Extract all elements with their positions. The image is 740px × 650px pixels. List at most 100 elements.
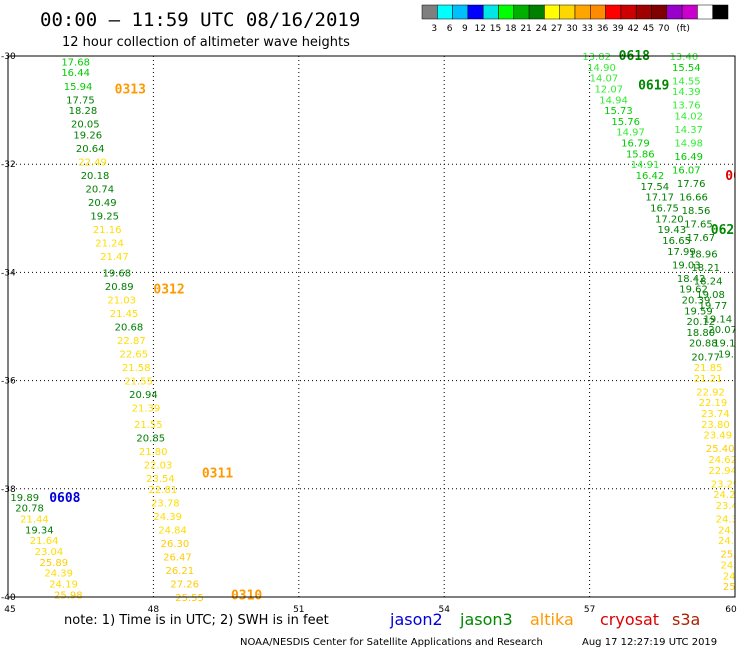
wave-height-value: 22.92 bbox=[696, 387, 725, 398]
wave-height-value: 19.08 bbox=[696, 290, 725, 301]
x-tick-label: 48 bbox=[148, 605, 160, 615]
colorbar-swatch bbox=[712, 4, 729, 20]
wave-height-value: 19.03 bbox=[672, 260, 701, 271]
wave-height-value: 26.47 bbox=[163, 552, 192, 563]
wave-height-value: 24.84 bbox=[158, 525, 187, 536]
pass-time-label: 0620 bbox=[711, 223, 740, 238]
colorbar-label: 70 bbox=[658, 24, 670, 34]
colorbar-label: 33 bbox=[582, 24, 593, 34]
wave-height-value: 15.76 bbox=[611, 117, 640, 128]
wave-height-value: 21.80 bbox=[139, 447, 168, 458]
wave-height-value: 24.31 bbox=[716, 515, 740, 526]
wave-height-value: 20.77 bbox=[691, 352, 720, 363]
wave-height-value: 22.65 bbox=[119, 350, 148, 361]
wave-height-value: 13.40 bbox=[670, 52, 699, 63]
satellite-legend: jason2 jason3 altika cryosat s3a bbox=[389, 610, 700, 629]
colorbar-swatch bbox=[590, 4, 606, 20]
wave-height-value: 21.58 bbox=[122, 363, 151, 374]
wave-height-value: 21.85 bbox=[694, 363, 723, 374]
wave-height-value: 25.98 bbox=[54, 590, 83, 601]
colorbar-swatch bbox=[498, 4, 515, 20]
colorbar-label: 30 bbox=[566, 24, 578, 34]
wave-height-value: 17.20 bbox=[655, 214, 684, 225]
wave-height-value: 21.64 bbox=[30, 536, 59, 547]
colorbar-label: (ft) bbox=[676, 24, 690, 34]
colorbar-label: 42 bbox=[627, 24, 638, 34]
wave-height-value: 22.81 bbox=[149, 485, 178, 496]
wave-height-value: 25.89 bbox=[40, 558, 69, 569]
wave-height-value: 19.51 bbox=[718, 350, 740, 361]
wave-height-value: 15.86 bbox=[626, 149, 655, 160]
wave-height-value: 17.65 bbox=[684, 220, 713, 231]
wave-height-value: 21.55 bbox=[124, 377, 153, 388]
wave-height-value: 12.07 bbox=[594, 84, 623, 95]
wave-height-value: 20.89 bbox=[105, 282, 134, 293]
wave-height-value: 20.12 bbox=[687, 317, 716, 328]
wave-height-value: 16.75 bbox=[650, 203, 679, 214]
wave-height-value: 27.26 bbox=[170, 579, 199, 590]
wave-height-value: 14.98 bbox=[674, 139, 703, 150]
wave-height-value: 25.55 bbox=[175, 593, 204, 604]
wave-height-value: 20.74 bbox=[86, 185, 115, 196]
wave-height-value: 22.49 bbox=[78, 157, 107, 168]
wave-height-value: 13.82 bbox=[582, 52, 611, 63]
colorbar-label: 3 bbox=[431, 24, 437, 34]
colorbar-label: 45 bbox=[643, 24, 654, 34]
wave-height-value: 18.28 bbox=[69, 106, 98, 117]
wave-height-value: 23.78 bbox=[151, 498, 180, 509]
colorbar-swatch bbox=[635, 4, 652, 20]
satellite-legend-jason2: jason2 bbox=[389, 610, 443, 629]
colorbar-swatch bbox=[421, 4, 438, 20]
colorbar-label: 24 bbox=[536, 24, 548, 34]
wave-height-value: 19.19 bbox=[713, 339, 740, 350]
colorbar-swatch bbox=[513, 4, 530, 20]
wave-height-value: 23.54 bbox=[146, 474, 175, 485]
colorbar-label: 21 bbox=[520, 24, 531, 34]
wave-height-value: 18.42 bbox=[677, 274, 706, 285]
wave-height-value: 14.97 bbox=[616, 128, 645, 139]
colorbar-swatch bbox=[666, 4, 683, 20]
x-tick-label: 51 bbox=[293, 605, 304, 615]
wave-height-value: 24.19 bbox=[49, 579, 78, 590]
wave-height-value: 20.64 bbox=[76, 144, 105, 155]
wave-height-value: 23.74 bbox=[701, 409, 730, 420]
wave-height-value: 17.67 bbox=[687, 233, 716, 244]
wave-height-value: 18.96 bbox=[689, 249, 718, 260]
wave-height-value: 23.49 bbox=[703, 431, 732, 442]
wave-height-value: 18.21 bbox=[691, 263, 720, 274]
wave-height-value: 23.04 bbox=[35, 547, 64, 558]
satellite-legend-altika: altika bbox=[530, 610, 574, 629]
footer-timestamp: Aug 17 12:27:19 UTC 2019 bbox=[582, 637, 717, 648]
wave-height-value: 23.80 bbox=[701, 420, 730, 431]
colorbar-swatch bbox=[482, 4, 499, 20]
wave-height-value: 21.16 bbox=[93, 225, 122, 236]
colorbar-swatch bbox=[574, 4, 591, 20]
wave-height-value: 17.54 bbox=[640, 182, 669, 193]
wave-height-value: 15.73 bbox=[604, 106, 633, 117]
wave-height-value: 20.05 bbox=[71, 120, 100, 131]
pass-time-labels: 0313 0312 0311 0310 0608 0618 0619 0620 00 bbox=[49, 50, 740, 601]
wave-height-value: 20.49 bbox=[88, 198, 117, 209]
colorbar: 3 6 9 12 15 18 21 24 27 30 33 36 39 42 45 70 (ft) bbox=[421, 4, 729, 34]
plot-frame bbox=[7, 55, 736, 598]
wave-height-value: 20.85 bbox=[136, 433, 165, 444]
wave-height-value: 21.44 bbox=[20, 515, 49, 526]
wave-height-value: 16.07 bbox=[672, 166, 701, 177]
colorbar-swatch bbox=[452, 4, 469, 20]
wave-height-value: 16.66 bbox=[679, 193, 708, 204]
x-tick-label: 57 bbox=[584, 605, 595, 615]
wave-height-value: 20.88 bbox=[689, 339, 718, 350]
chart-title: 00:00 – 11:59 UTC 08/16/2019 bbox=[40, 9, 360, 31]
chart-subtitle: 12 hour collection of altimeter wave hei… bbox=[62, 35, 350, 50]
satellite-legend-jason3: jason3 bbox=[459, 610, 513, 629]
wave-height-value: 25.40 bbox=[706, 444, 735, 455]
colorbar-swatch bbox=[697, 4, 713, 20]
wave-height-value: 22.94 bbox=[708, 466, 737, 477]
wave-height-value: 21.21 bbox=[694, 374, 723, 385]
x-tick-label: 60 bbox=[725, 605, 737, 615]
wave-height-value: 24.62 bbox=[708, 455, 737, 466]
colorbar-label: 6 bbox=[447, 24, 453, 34]
colorbar-label: 15 bbox=[490, 24, 501, 34]
y-tick-label: -40 bbox=[1, 593, 16, 603]
wave-height-value: 19.25 bbox=[90, 212, 119, 223]
